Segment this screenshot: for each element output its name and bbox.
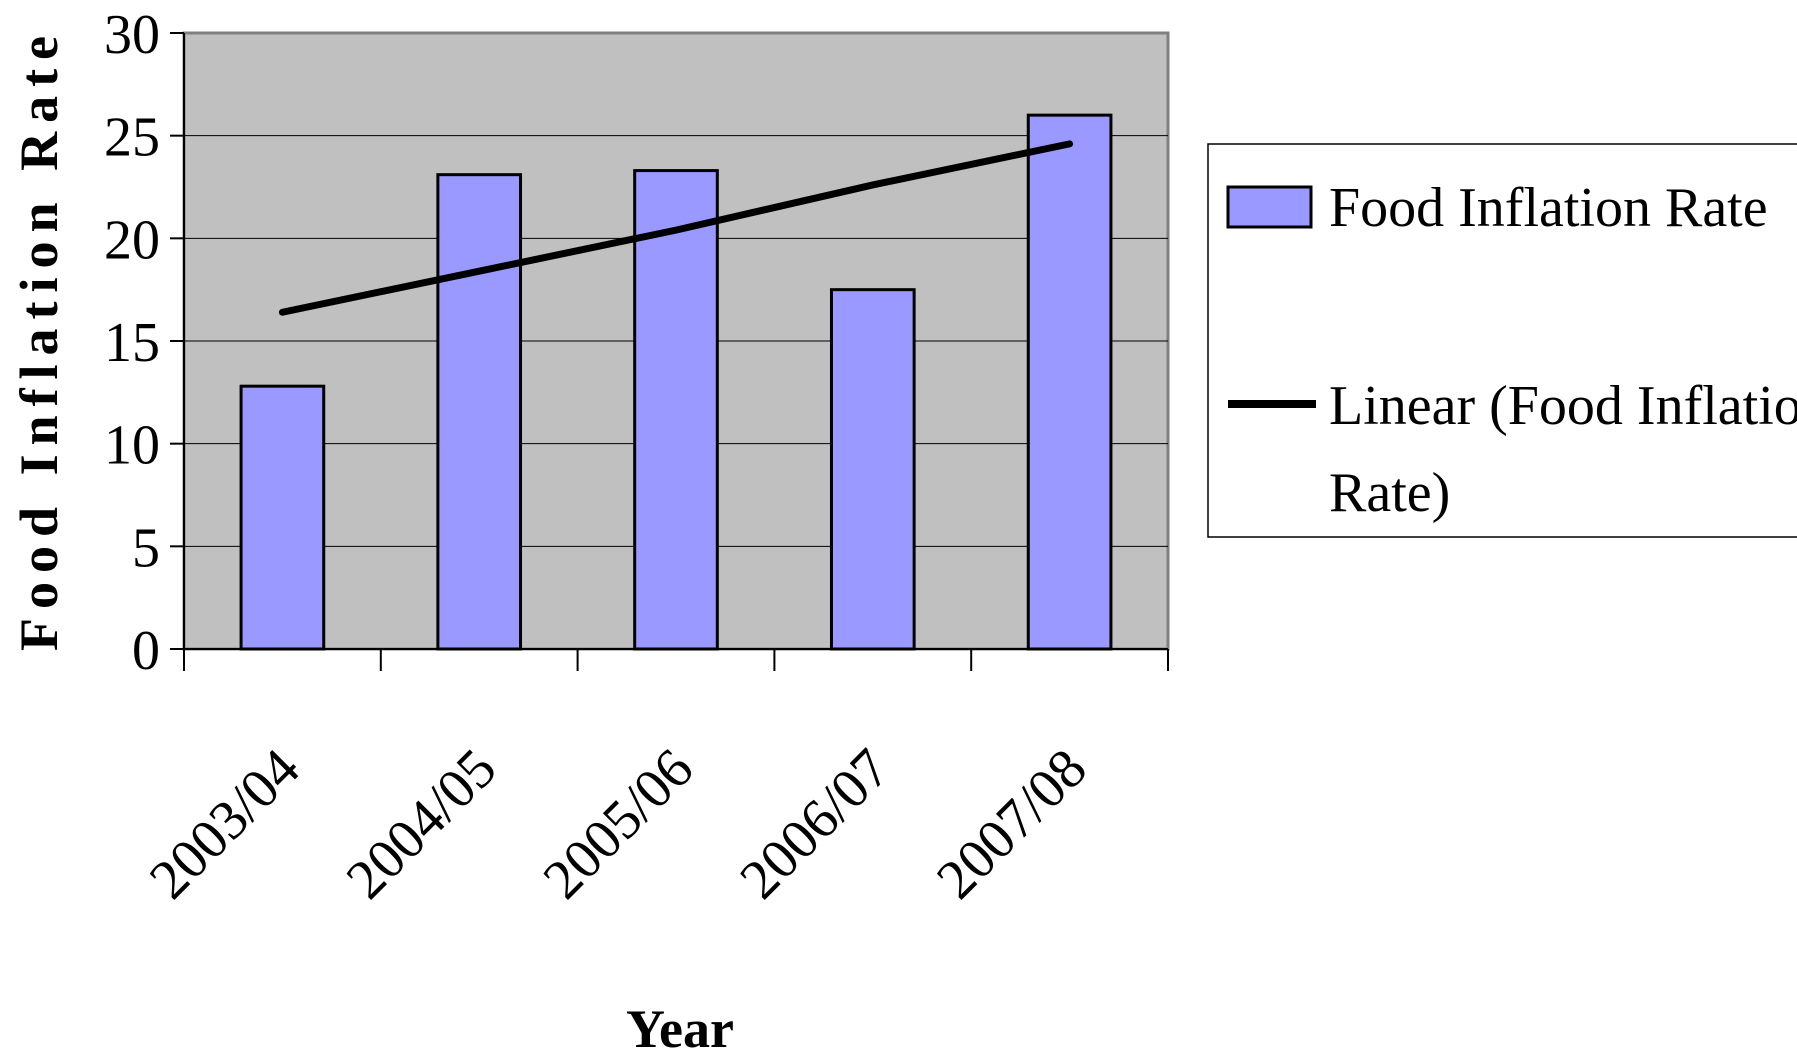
y-tick-label: 15 <box>104 312 160 374</box>
bars <box>239 113 1113 651</box>
y-tick-label: 0 <box>132 620 160 682</box>
x-axis-title: Year <box>626 999 734 1054</box>
trendline <box>278 140 1074 316</box>
bar <box>436 173 523 651</box>
x-tick-labels: 2003/04 2004/05 2005/06 2006/07 2007/08 <box>138 649 1169 911</box>
y-tick-label: 30 <box>104 4 160 66</box>
legend-label-trendline: Linear (Food Inflation Rate) <box>1329 375 1797 524</box>
legend-label-trendline-line2: Rate) <box>1329 462 1450 524</box>
x-tick-label: 2003/04 <box>138 737 312 911</box>
bar <box>829 288 916 651</box>
y-tick-label: 10 <box>104 415 160 477</box>
trendline-path <box>278 140 1074 316</box>
y-tick-label: 25 <box>104 107 160 169</box>
x-tick-label: 2006/07 <box>728 737 902 911</box>
bar <box>633 169 719 651</box>
legend-swatch-bar <box>1226 185 1313 229</box>
y-tick-label: 20 <box>104 209 160 271</box>
bar <box>1026 113 1113 651</box>
y-axis-title: Food Inflation Rate <box>9 27 69 651</box>
legend-label-bars: Food Inflation Rate <box>1329 177 1768 239</box>
legend: Food Inflation Rate Linear (Food Inflati… <box>1207 143 1797 538</box>
y-tick-labels: 0 5 10 15 20 25 30 <box>104 4 184 682</box>
legend-label-trendline-line1: Linear (Food Inflation <box>1329 375 1797 437</box>
x-tick-label: 2007/08 <box>925 737 1099 911</box>
x-tick-label: 2004/05 <box>335 737 509 911</box>
bar <box>239 384 326 651</box>
y-tick-label: 5 <box>132 517 160 579</box>
x-tick-label: 2005/06 <box>532 737 706 911</box>
